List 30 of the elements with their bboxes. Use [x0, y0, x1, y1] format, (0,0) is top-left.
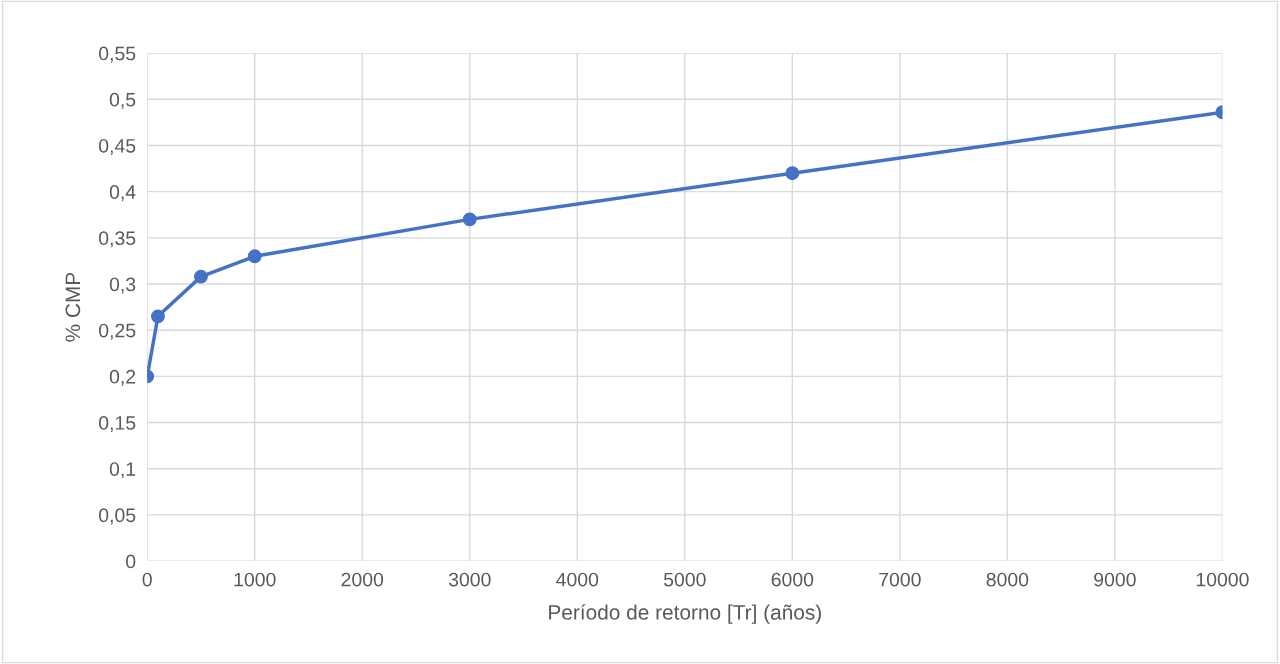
point: [462, 212, 477, 227]
y-tick-label: 0,1: [109, 462, 136, 479]
y-tick-label: 0,55: [99, 46, 136, 63]
y-tick-label: 0,15: [99, 416, 136, 433]
x-tick-label: 7000: [879, 572, 921, 587]
y-tick-label: 0,4: [109, 185, 136, 202]
x-tick-label: 0: [142, 572, 152, 587]
x-tick-label: 4000: [556, 572, 599, 587]
x-axis-title: Período de retorno [Tr] (años): [549, 604, 821, 624]
x-tick-label: 9000: [1094, 572, 1136, 587]
x-tick-label: 1000: [234, 572, 276, 587]
point: [194, 269, 208, 284]
y-tick-label: 0,3: [109, 277, 136, 294]
x-tick-label: 3000: [448, 572, 491, 587]
y-tick-label: 0,2: [109, 369, 136, 386]
y-axis-title: % CMP: [65, 272, 81, 342]
y-tick-label: 0,5: [109, 92, 136, 109]
x-tick-label: 8000: [986, 572, 1029, 587]
y-tick-label: 0: [126, 554, 136, 569]
y-tick-label: 0,35: [99, 231, 136, 248]
y-tick-label: 0,45: [99, 138, 136, 156]
point: [247, 249, 262, 264]
point: [151, 309, 165, 324]
x-tick-label: 2000: [341, 572, 384, 587]
x-tick-label: 10000: [1196, 572, 1249, 587]
point: [785, 166, 800, 181]
x-tick-label: 5000: [663, 572, 706, 587]
x-tick-label: 6000: [771, 572, 814, 587]
y-tick-label: 0,05: [99, 508, 136, 525]
y-tick-label: 0,25: [99, 323, 136, 340]
